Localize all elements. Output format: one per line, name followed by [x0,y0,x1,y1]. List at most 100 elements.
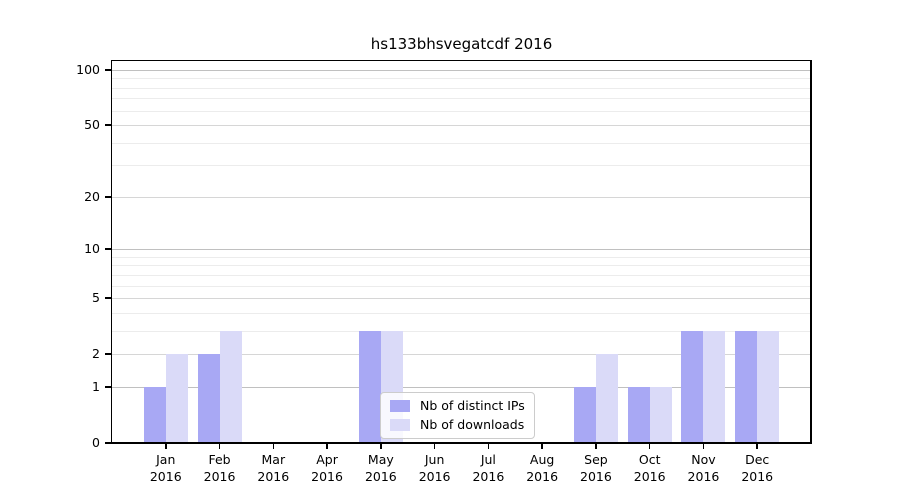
x-tick-label-jul: Jul 2016 [458,451,518,485]
x-tick-label-month: Aug [529,452,555,467]
x-tick-label-year: 2016 [149,469,182,484]
x-tick-label-year: 2016 [418,469,451,484]
y-tick-0 [105,442,111,444]
legend-entry-distinct-ips: Nb of distinct IPs [390,399,525,413]
legend-label-downloads: Nb of downloads [420,417,525,432]
x-tick-label-feb: Feb 2016 [190,451,250,485]
y-tick-label-5: 5 [92,290,100,306]
bar-nb-of-distinct-ips-feb [197,354,220,443]
gridline-y-1 [112,386,811,388]
spine-bottom [111,442,812,444]
x-tick-apr [326,444,328,449]
x-tick-label-year: 2016 [526,469,559,484]
x-tick-aug [541,444,543,449]
bar-nb-of-distinct-ips-oct [627,386,650,443]
y-tick-label-100: 100 [76,61,100,77]
x-tick-label-oct: Oct 2016 [620,451,680,485]
bar-nb-of-downloads-feb [219,330,242,443]
plot-area: Nb of distinct IPs Nb of downloads [112,61,811,443]
bar-nb-of-distinct-ips-may [358,330,381,443]
x-tick-label-year: 2016 [311,469,343,484]
x-tick-label-year: 2016 [472,469,505,484]
x-tick-label-month: Feb [208,452,231,467]
x-tick-label-may: May 2016 [351,451,411,485]
gridline-y-30 [112,165,811,167]
bar-nb-of-distinct-ips-nov [681,330,704,443]
y-tick-100 [105,69,111,71]
spine-left [110,59,113,444]
y-tick-10 [105,248,111,250]
x-tick-label-month: Apr [316,452,338,467]
x-tick-label-year: 2016 [580,469,612,484]
y-tick-2 [105,353,111,355]
x-tick-label-dec: Dec 2016 [727,451,787,485]
bar-nb-of-downloads-sep [595,354,618,443]
y-tick-5 [105,297,111,299]
y-tick-label-10: 10 [84,241,100,257]
y-tick-label-20: 20 [84,188,100,204]
gridline-y-8 [112,265,811,267]
x-tick-label-month: Dec [745,452,770,467]
x-tick-label-apr: Apr 2016 [297,451,357,485]
y-tick-label-1: 1 [92,378,100,394]
x-tick-label-nov: Nov 2016 [673,451,733,485]
x-tick-label-aug: Aug 2016 [512,451,572,485]
x-tick-label-month: Jan [156,452,176,467]
legend-swatch-downloads-icon [390,419,410,431]
x-tick-sep [595,444,597,449]
x-tick-mar [272,444,275,449]
x-tick-label-month: Jun [424,452,445,467]
x-tick-label-sep: Sep 2016 [566,451,626,485]
x-tick-label-year: 2016 [687,469,720,484]
x-tick-label-year: 2016 [203,469,236,484]
x-tick-dec [756,444,758,449]
spine-right [810,59,812,444]
gridline-y-20 [112,196,811,198]
x-tick-label-year: 2016 [633,469,666,484]
x-tick-label-year: 2016 [364,469,397,484]
gridline-y-7 [112,274,811,276]
y-tick-label-50: 50 [84,117,100,133]
y-tick-label-2: 2 [92,346,100,362]
y-tick-20 [105,196,111,198]
x-tick-label-jan: Jan 2016 [136,451,196,485]
spine-top [111,59,812,62]
x-tick-jul [487,444,490,449]
gridline-y-3 [112,330,811,332]
gridline-y-9 [112,256,811,258]
gridline-y-70 [112,98,811,100]
y-tick-label-0: 0 [92,435,100,450]
bar-nb-of-downloads-dec [757,330,780,443]
bar-nb-of-distinct-ips-jan [143,386,166,443]
gridline-y-60 [112,110,811,112]
x-tick-label-month: Nov [691,452,716,467]
x-tick-label-month: Jul [480,452,496,467]
bar-nb-of-distinct-ips-dec [735,330,758,443]
gridline-y-50 [112,125,811,127]
x-tick-label-month: Mar [261,452,286,467]
gridline-y-10 [112,249,811,251]
x-tick-feb [218,444,221,449]
gridline-y-4 [112,312,811,314]
legend-entry-downloads: Nb of downloads [390,418,525,432]
y-tick-1 [105,386,111,388]
bar-nb-of-downloads-jan [165,354,188,443]
bar-nb-of-downloads-oct [649,386,672,443]
bar-nb-of-downloads-nov [703,330,726,443]
gridline-y-100 [112,69,811,71]
gridline-y-80 [112,87,811,89]
x-tick-may [380,444,382,449]
legend: Nb of distinct IPs Nb of downloads [380,392,535,439]
legend-swatch-distinct-ips-icon [390,400,410,412]
x-tick-nov [702,444,705,449]
y-tick-50 [105,124,111,126]
legend-label-distinct-ips: Nb of distinct IPs [420,398,525,413]
x-tick-label-month: May [367,452,394,467]
x-tick-label-mar: Mar 2016 [243,451,303,485]
gridline-y-40 [112,142,811,144]
gridline-y-5 [112,298,811,300]
gridline-y-90 [112,78,811,80]
x-tick-label-jun: Jun 2016 [405,451,465,485]
gridline-y-2 [112,354,811,356]
